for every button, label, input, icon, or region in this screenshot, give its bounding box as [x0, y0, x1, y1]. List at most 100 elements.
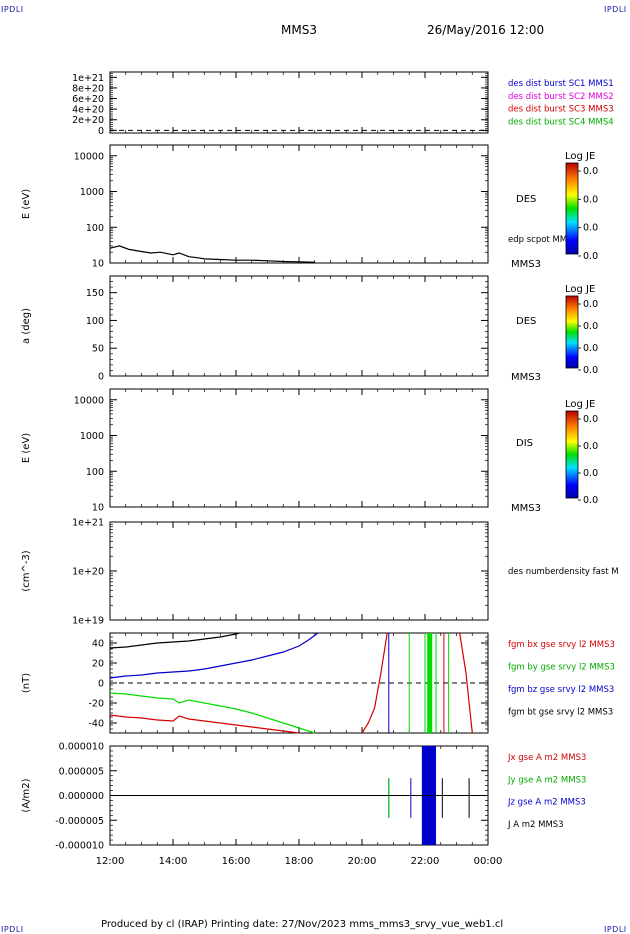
corner-label-bottom-left: IPDLI [1, 925, 24, 934]
dis_energy-colorbar-tick-label: 0.0 [583, 495, 598, 506]
dis_energy-y-tick-label: 10000 [74, 395, 104, 406]
dist-y-tick-label: 1e+21 [72, 73, 104, 84]
des_energy-colorbar-tick-label: 0.0 [583, 223, 598, 234]
current-legend-entry: Jz gse A m2 MMS3 [507, 798, 586, 808]
des_pitch-spacecraft-label: MMS3 [511, 372, 541, 383]
des_energy-y-tick-label: 10000 [74, 151, 104, 162]
des_energy-frame [109, 144, 489, 264]
des_energy-colorbar [565, 162, 579, 255]
x-tick-label: 20:00 [348, 856, 377, 867]
des_energy-y-axis-label: E (eV) [21, 189, 32, 219]
fgm-series-line [361, 632, 388, 734]
current-y-tick-label: 0.000000 [59, 791, 104, 802]
corner-label-bottom-right: IPDLI [604, 925, 627, 934]
dist-legend-entry: des dist burst SC1 MMS1 [508, 79, 614, 89]
dist-y-tick-label: 2e+20 [72, 115, 104, 126]
dis_energy-colorbar [565, 410, 579, 499]
corner-label-top-right: IPDLI [604, 5, 627, 14]
dis_energy-colorbar-title: Log JE [565, 399, 595, 410]
fgm-y-tick-label: -40 [88, 719, 104, 730]
des_pitch-y-tick-label: 100 [86, 316, 104, 327]
dis_energy-y-tick-label: 100 [86, 467, 104, 478]
fgm-y-tick-label: 40 [92, 639, 104, 650]
dis_energy-spacecraft-label: MMS3 [511, 503, 541, 514]
dis_energy-y-axis-label: E (eV) [21, 433, 32, 463]
current-y-tick-label: -0.000005 [55, 816, 104, 827]
current-legend-entry: Jx gse A m2 MMS3 [507, 753, 586, 763]
des_energy-y-tick-label: 10 [92, 259, 104, 270]
dist-legend-entry: des dist burst SC4 MMS4 [508, 117, 614, 127]
corner-label-top-left: IPDLI [1, 5, 24, 14]
dist-frame [109, 71, 489, 134]
x-tick-label: 16:00 [222, 856, 251, 867]
dis_energy-colorbar-tick-label: 0.0 [583, 468, 598, 479]
fgm-legend-entry: fgm bx gse srvy l2 MMS3 [508, 640, 615, 650]
dist-legend-entry: des dist burst SC2 MMS2 [508, 92, 614, 102]
des_energy-spacecraft-label: MMS3 [511, 259, 541, 270]
current-legend-entry: J A m2 MMS3 [507, 820, 564, 830]
x-tick-label: 14:00 [159, 856, 188, 867]
dis_energy-instrument-label: DIS [516, 438, 533, 449]
des_pitch-y-tick-label: 150 [86, 288, 104, 299]
spacecraft-title: MMS3 [281, 23, 317, 37]
fgm-y-tick-label: 20 [92, 659, 104, 670]
fgm-legend-entry: fgm bz gse srvy l2 MMS3 [508, 685, 614, 695]
dis_energy-colorbar-tick-label: 0.0 [583, 441, 598, 452]
fgm-legend-entry: fgm by gse srvy l2 MMS3 [508, 663, 615, 673]
fgm-series-line [459, 632, 473, 734]
current-y-tick-label: 0.000010 [59, 742, 104, 753]
des_energy-series-line [109, 245, 315, 263]
current-y-axis-label: (A/m2) [21, 778, 32, 812]
des_pitch-colorbar-tick-label: 0.0 [583, 299, 598, 310]
footer-text: Produced by cl (IRAP) Printing date: 27/… [101, 919, 504, 930]
des_energy-instrument-label: DES [516, 194, 536, 205]
density-legend-entry: des numberdensity fast M [508, 567, 619, 577]
fgm-series-line [109, 632, 319, 679]
x-tick-label: 22:00 [411, 856, 440, 867]
datetime-title: 26/May/2016 12:00 [427, 23, 545, 37]
dis_energy-colorbar-tick-label: 0.0 [583, 414, 598, 425]
dis_energy-y-tick-label: 10 [92, 503, 104, 514]
x-tick-label: 18:00 [285, 856, 314, 867]
dis_energy-frame [109, 388, 489, 508]
current-legend-entry: Jy gse A m2 MMS3 [507, 775, 586, 785]
des_pitch-colorbar-tick-label: 0.0 [583, 343, 598, 354]
des_energy-y-tick-label: 1000 [80, 187, 104, 198]
dist-y-tick-label: 8e+20 [72, 83, 104, 94]
fgm-series-line [109, 692, 315, 734]
fgm-y-tick-label: 0 [98, 679, 104, 690]
density-y-tick-label: 1e+21 [72, 518, 104, 529]
des_energy-y-tick-label: 100 [86, 223, 104, 234]
density-y-tick-label: 1e+20 [72, 567, 104, 578]
fgm-y-tick-label: -20 [88, 699, 104, 710]
density-frame [109, 521, 489, 621]
x-tick-label: 00:00 [474, 856, 503, 867]
des_energy-overlay-label: edp scpot MMS3 [508, 235, 578, 245]
des_pitch-colorbar-tick-label: 0.0 [583, 365, 598, 376]
current-y-tick-label: -0.000010 [55, 841, 104, 852]
dist-y-tick-label: 6e+20 [72, 94, 104, 105]
des_pitch-instrument-label: DES [516, 316, 536, 327]
density-y-axis-label: (cm^-3) [21, 550, 32, 591]
dist-y-tick-label: 0 [98, 126, 104, 137]
x-tick-label: 12:00 [96, 856, 125, 867]
current-y-tick-label: 0.000005 [59, 766, 104, 777]
fgm-legend-entry: fgm bt gse srvy l2 MMS3 [508, 708, 613, 718]
dist-y-tick-label: 4e+20 [72, 105, 104, 116]
des_energy-colorbar-title: Log JE [565, 151, 595, 162]
dis_energy-y-tick-label: 1000 [80, 431, 104, 442]
des_pitch-y-axis-label: a (deg) [21, 308, 32, 344]
des_energy-colorbar-tick-label: 0.0 [583, 166, 598, 177]
des_pitch-colorbar-title: Log JE [565, 284, 595, 295]
des_pitch-frame [109, 275, 489, 377]
des_pitch-y-tick-label: 0 [98, 372, 104, 383]
fgm-y-axis-label: (nT) [21, 673, 32, 693]
des_energy-colorbar-tick-label: 0.0 [583, 251, 598, 262]
des_pitch-y-tick-label: 50 [92, 344, 104, 355]
fgm-series-line [109, 632, 240, 649]
fgm-series-line [109, 714, 300, 734]
dist-legend-entry: des dist burst SC3 MMS3 [508, 105, 614, 115]
des_pitch-colorbar [565, 295, 579, 369]
des_energy-colorbar-tick-label: 0.0 [583, 194, 598, 205]
